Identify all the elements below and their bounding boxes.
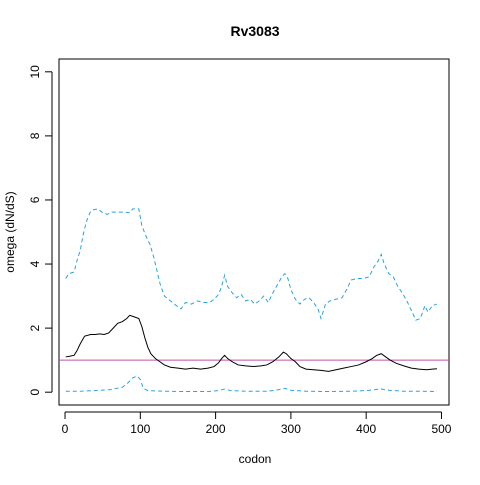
x-tick-label: 400 bbox=[356, 422, 376, 436]
x-tick-label: 300 bbox=[281, 422, 301, 436]
axis-ticks: 0 100 200 300 400 500 0 2 4 6 8 10 bbox=[28, 65, 452, 436]
x-tick-label: 500 bbox=[431, 422, 451, 436]
plot-frame bbox=[58, 58, 450, 406]
y-tick-label: 10 bbox=[28, 65, 42, 79]
y-tick-label: 2 bbox=[28, 324, 42, 331]
y-tick-label: 6 bbox=[28, 196, 42, 203]
x-tick-label: 100 bbox=[130, 422, 150, 436]
x-axis-label: codon bbox=[239, 452, 272, 466]
y-axis-label: omega (dN/dS) bbox=[3, 191, 17, 272]
y-tick-label: 0 bbox=[28, 389, 42, 396]
chart-title: Rv3083 bbox=[230, 23, 279, 39]
series-line-2 bbox=[65, 375, 437, 393]
y-tick-label: 4 bbox=[28, 260, 42, 267]
series-group bbox=[65, 208, 438, 393]
x-tick-label: 200 bbox=[206, 422, 226, 436]
y-tick-label: 8 bbox=[28, 132, 42, 139]
series-line-0 bbox=[65, 208, 438, 321]
series-line-1 bbox=[65, 314, 437, 372]
x-tick-label: 0 bbox=[62, 422, 69, 436]
